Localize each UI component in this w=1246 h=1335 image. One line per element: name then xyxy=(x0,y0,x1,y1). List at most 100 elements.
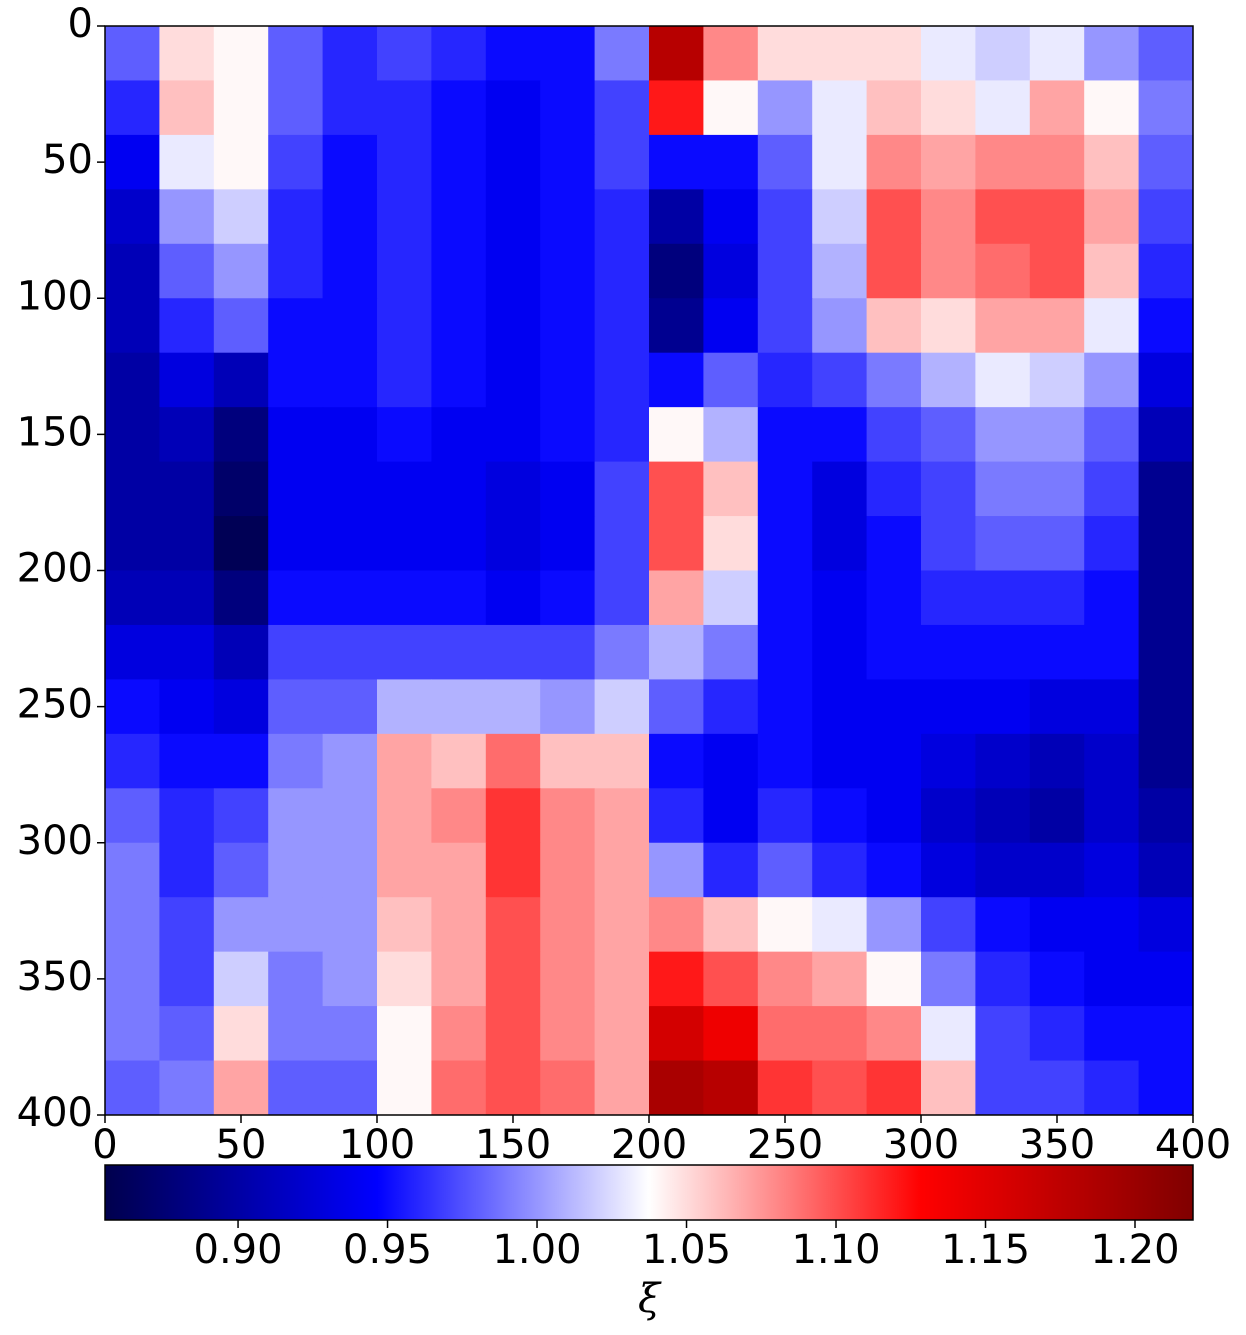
heatmap-cell xyxy=(485,461,541,517)
heatmap-cell xyxy=(975,461,1031,517)
heatmap-cell xyxy=(431,842,487,898)
heatmap-cell xyxy=(105,842,160,898)
heatmap-cell xyxy=(159,461,215,517)
heatmap-cell xyxy=(594,243,650,299)
heatmap-cell xyxy=(105,788,160,844)
heatmap-cell xyxy=(1029,134,1085,190)
heatmap-cell xyxy=(322,842,378,898)
heatmap-cell xyxy=(268,243,324,299)
heatmap-cell xyxy=(975,624,1031,680)
heatmap-cell xyxy=(1029,298,1085,354)
heatmap-cell xyxy=(159,570,215,626)
heatmap-cell xyxy=(485,951,541,1007)
heatmap-cell xyxy=(268,80,324,136)
heatmap-cell xyxy=(431,624,487,680)
heatmap-cell xyxy=(975,842,1031,898)
heatmap-cell xyxy=(377,298,432,354)
heatmap-cell xyxy=(703,733,759,789)
heatmap-cell xyxy=(1138,788,1194,844)
heatmap-cell xyxy=(1138,842,1194,898)
heatmap-cell xyxy=(540,134,596,190)
heatmap-cell xyxy=(866,951,922,1007)
heatmap-cell xyxy=(322,624,378,680)
x-tick-label: 350 xyxy=(1019,1122,1095,1168)
heatmap-cell xyxy=(703,1060,759,1116)
heatmap-cell xyxy=(485,134,541,190)
heatmap-cell xyxy=(431,733,487,789)
heatmap-cell xyxy=(594,679,650,735)
heatmap-cell xyxy=(866,679,922,735)
heatmap-cell xyxy=(812,352,868,408)
heatmap-cell xyxy=(213,951,269,1007)
heatmap-cell xyxy=(1029,624,1085,680)
heatmap-cell xyxy=(540,842,596,898)
heatmap-cell xyxy=(1084,298,1140,354)
heatmap-cell xyxy=(377,26,432,81)
heatmap-cell xyxy=(866,134,922,190)
heatmap-cell xyxy=(1138,897,1194,953)
heatmap-cell xyxy=(812,134,868,190)
heatmap-cell xyxy=(757,189,813,245)
heatmap-cell xyxy=(213,516,269,571)
heatmap-cell xyxy=(159,298,215,354)
heatmap-cell xyxy=(594,951,650,1007)
heatmap-cell xyxy=(921,298,976,354)
heatmap-cell xyxy=(1138,189,1194,245)
heatmap-cell xyxy=(866,243,922,299)
heatmap-cell xyxy=(1138,1060,1194,1116)
heatmap-cell xyxy=(377,1006,432,1062)
heatmap-cell xyxy=(431,570,487,626)
heatmap-cell xyxy=(322,80,378,136)
colorbar-tick-label: 1.05 xyxy=(642,1227,731,1273)
heatmap-cell xyxy=(213,407,269,463)
heatmap-cell xyxy=(594,26,650,81)
heatmap-cell xyxy=(1138,1006,1194,1062)
heatmap-cell xyxy=(485,80,541,136)
heatmap-cell xyxy=(485,516,541,571)
heatmap-cell xyxy=(812,897,868,953)
heatmap-cell xyxy=(812,407,868,463)
heatmap-cell xyxy=(1138,407,1194,463)
heatmap-cell xyxy=(540,1006,596,1062)
heatmap-cell xyxy=(1084,461,1140,517)
heatmap-cell xyxy=(703,407,759,463)
heatmap-cell xyxy=(1029,243,1085,299)
heatmap-cell xyxy=(757,842,813,898)
heatmap-cell xyxy=(703,624,759,680)
heatmap-cell xyxy=(105,1006,160,1062)
y-tick-label: 300 xyxy=(17,818,93,864)
heatmap-cell xyxy=(431,26,487,81)
heatmap-cell xyxy=(540,461,596,517)
heatmap-cell xyxy=(1084,243,1140,299)
heatmap-cell xyxy=(921,26,976,81)
heatmap-cell xyxy=(649,570,704,626)
heatmap-cell xyxy=(268,189,324,245)
heatmap-cell xyxy=(485,842,541,898)
heatmap-cell xyxy=(921,134,976,190)
y-tick-label: 150 xyxy=(17,409,93,455)
heatmap xyxy=(105,26,1194,1116)
heatmap-cell xyxy=(322,679,378,735)
heatmap-cell xyxy=(649,1060,704,1116)
heatmap-cell xyxy=(485,1006,541,1062)
heatmap-cell xyxy=(594,407,650,463)
heatmap-cell xyxy=(1138,243,1194,299)
heatmap-cell xyxy=(1029,842,1085,898)
heatmap-cell xyxy=(159,624,215,680)
heatmap-cell xyxy=(268,679,324,735)
heatmap-cell xyxy=(159,842,215,898)
heatmap-cell xyxy=(975,570,1031,626)
heatmap-cell xyxy=(866,897,922,953)
heatmap-cell xyxy=(322,352,378,408)
heatmap-cell xyxy=(921,243,976,299)
heatmap-cell xyxy=(649,516,704,571)
heatmap-cell xyxy=(322,897,378,953)
heatmap-cell xyxy=(757,570,813,626)
heatmap-cell xyxy=(921,624,976,680)
heatmap-cell xyxy=(649,298,704,354)
heatmap-cell xyxy=(159,788,215,844)
heatmap-cell xyxy=(540,733,596,789)
heatmap-cell xyxy=(159,951,215,1007)
heatmap-cell xyxy=(213,352,269,408)
